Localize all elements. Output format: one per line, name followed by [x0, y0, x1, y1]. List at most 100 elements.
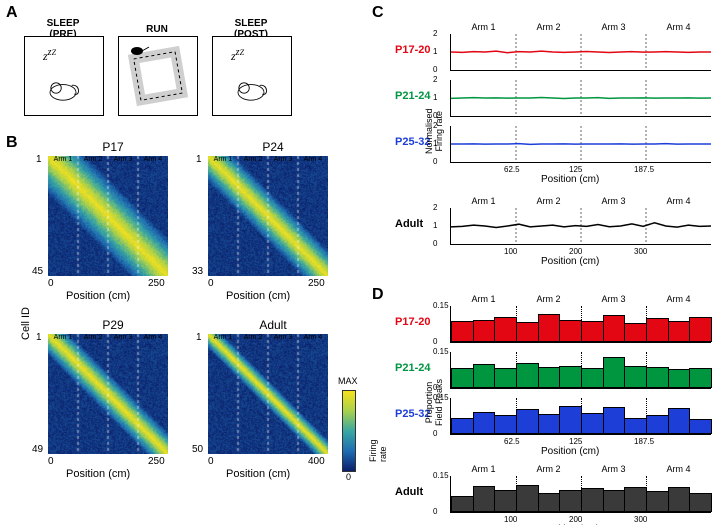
hist-bar: [516, 485, 539, 512]
heatmap-title: P29: [48, 318, 178, 332]
xlabel: Position (cm): [541, 446, 599, 457]
xtick: 100: [504, 515, 517, 524]
ytick: 50: [192, 444, 203, 455]
hist-bar: [689, 419, 712, 434]
sleep-pre-box: zzZ: [24, 36, 104, 116]
colorbar-top: MAX: [338, 376, 358, 386]
xtick: 0: [48, 456, 54, 467]
run-title: RUN: [118, 24, 196, 35]
arm-divider: [516, 398, 517, 434]
xtick: 187.5: [634, 165, 654, 174]
hist-bar: [559, 320, 582, 342]
arm-divider: [646, 352, 647, 388]
ytick: 1: [36, 154, 42, 165]
xlabel: Position (cm): [226, 468, 290, 480]
group-label: P17-20: [395, 316, 430, 328]
arm-divider: [581, 352, 582, 388]
xtick: 0: [208, 278, 214, 289]
ytick: 1: [433, 47, 437, 56]
colorbar-label: Firing rate: [368, 439, 388, 462]
panel-c-label: C: [372, 4, 384, 22]
xtick: 200: [569, 247, 582, 256]
panel-d-label: D: [372, 286, 384, 304]
group-label: Adult: [395, 218, 423, 230]
hist-bar: [668, 369, 691, 388]
arm-divider: [581, 398, 582, 434]
sleep-post-box: zzZ: [212, 36, 292, 116]
colorbar: [342, 390, 356, 472]
xtick: 62.5: [504, 165, 520, 174]
track-icon: [119, 37, 197, 115]
ytick: 0: [433, 429, 437, 438]
hist-bar: [451, 321, 474, 342]
ytick: 0: [433, 239, 437, 248]
hist-bar: [451, 496, 474, 512]
ytick: 2: [433, 75, 437, 84]
heatmap-title: Adult: [208, 318, 338, 332]
colorbar-bottom: 0: [346, 472, 351, 482]
hist-bar: [473, 412, 496, 434]
hist-bar: [603, 490, 626, 512]
arm-divider: [516, 352, 517, 388]
ytick: 0.15: [433, 347, 449, 356]
hist-bar: [473, 320, 496, 342]
panel-b-label: B: [6, 134, 18, 152]
heatmap-title: P17: [48, 140, 178, 154]
ytick: 2: [433, 203, 437, 212]
hist-bar: [451, 368, 474, 388]
ytick: 2: [433, 29, 437, 38]
hist-bar: [624, 323, 647, 342]
xtick: 250: [148, 278, 165, 289]
hist-bar: [494, 490, 517, 512]
heatmap-p17: P17Arm 1Arm 2Arm 3Arm 41450250Position (…: [48, 140, 178, 276]
arm-divider: [646, 398, 647, 434]
hist-bar: [646, 491, 669, 512]
xlabel: Position (cm): [66, 290, 130, 302]
ytick: 49: [32, 444, 43, 455]
xtick: 200: [569, 515, 582, 524]
hist-bar: [538, 414, 561, 434]
hist-bar: [494, 415, 517, 434]
heatmap-p24: P24Arm 1Arm 2Arm 3Arm 41330250Position (…: [208, 140, 338, 276]
hist-bar: [689, 493, 712, 512]
arm-labels: Arm 1Arm 2Arm 3Arm 4: [208, 156, 328, 163]
histplot-adult: AdultArm 1Arm 2Arm 3Arm 400.15100200300P…: [450, 476, 711, 513]
xtick: 250: [148, 456, 165, 467]
hist-bar: [603, 315, 626, 342]
hist-bar: [581, 321, 604, 342]
histplot-p17-20: P17-20Arm 1Arm 2Arm 3Arm 400.15: [450, 306, 711, 343]
ytick: 33: [192, 266, 203, 277]
group-label: P21-24: [395, 90, 430, 102]
arm-divider: [646, 306, 647, 342]
hist-bar: [538, 314, 561, 342]
arm-divider: [581, 476, 582, 512]
xtick: 100: [504, 247, 517, 256]
xlabel: Position (cm): [541, 174, 599, 185]
arm-labels: Arm 1Arm 2Arm 3Arm 4: [451, 294, 711, 304]
hist-bar: [473, 364, 496, 388]
ytick: 0: [433, 65, 437, 74]
ytick: 45: [32, 266, 43, 277]
lineplot-p21-24: P21-24012: [450, 80, 711, 117]
hist-bar: [494, 368, 517, 388]
hist-bar: [689, 368, 712, 388]
xtick: 187.5: [634, 437, 654, 446]
arm-divider: [646, 476, 647, 512]
hist-bar: [559, 490, 582, 512]
ytick: 1: [196, 332, 202, 343]
hist-bar: [624, 366, 647, 388]
run-box: [118, 36, 198, 116]
panel-c-ylabel: Normalised Firing rate: [424, 108, 444, 154]
xtick: 300: [634, 247, 647, 256]
hist-bar: [689, 317, 712, 342]
xtick: 125: [569, 437, 582, 446]
hist-bar: [473, 486, 496, 512]
xlabel: Position (cm): [226, 290, 290, 302]
mouse-sleep-icon: [45, 75, 81, 101]
mouse-sleep-icon: [233, 75, 269, 101]
heatmap-adult: AdultArm 1Arm 2Arm 3Arm 41500400Position…: [208, 318, 338, 454]
hist-bar: [581, 368, 604, 388]
arm-labels: Arm 1Arm 2Arm 3Arm 4: [48, 334, 168, 341]
hist-bar: [559, 366, 582, 388]
lineplot-p25-32: P25-3201262.5125187.5Position (cm): [450, 126, 711, 163]
